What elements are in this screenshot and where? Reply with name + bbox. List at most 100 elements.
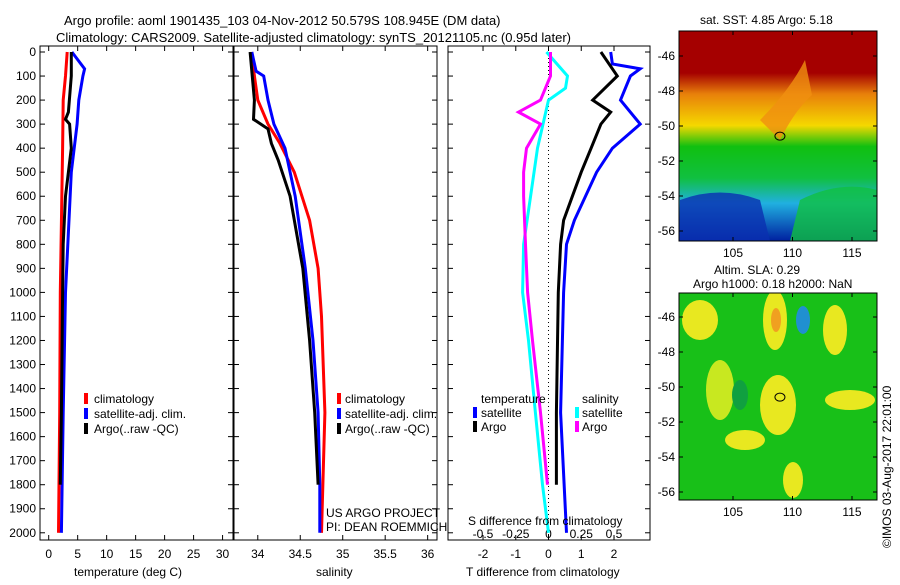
legend-label: satellite	[481, 406, 522, 420]
y-tick-label: 1500	[9, 406, 36, 420]
legend-label: satellite-adj. clim.	[345, 407, 437, 421]
y-tick-label: 1800	[9, 478, 36, 492]
legend-swatch-argo	[337, 423, 341, 434]
legend-swatch-t-argo	[473, 421, 477, 432]
y-tick-label: 300	[16, 117, 36, 131]
title-line-2: Climatology: CARS2009. Satellite-adjuste…	[56, 30, 571, 45]
series-line-argo-raw-qc-	[248, 51, 320, 485]
salinity-panel: 34 34.5 35 35.5 36	[233, 45, 438, 561]
legend-label: climatology	[94, 392, 154, 406]
series-line-argo-raw-qc-	[58, 52, 73, 485]
y-tick-label: 700	[16, 213, 36, 227]
lat-tick-label: -54	[658, 189, 676, 203]
lat-tick-label: -52	[658, 154, 676, 168]
lon-tick-label: 105	[723, 505, 743, 519]
difference-panel: -2 -1 0 1 2 -0.5 -0.25 0 0.25 0.5	[447, 45, 651, 561]
y-tick-label: 500	[16, 165, 36, 179]
sst-warm-filament	[760, 60, 812, 140]
legend-swatch-climatology	[337, 393, 341, 404]
sst-map-frame	[678, 30, 878, 242]
x-tick-label: 20	[158, 547, 172, 561]
legend-title-temperature: temperature	[481, 392, 546, 406]
sst-map	[679, 31, 877, 241]
legend-label: satellite	[582, 406, 623, 420]
legend-label: satellite-adj. clim.	[94, 407, 186, 421]
x-tick-label: 25	[187, 547, 201, 561]
pi-annotation: PI: DEAN ROEMMICH	[326, 520, 447, 534]
lon-tick-label: 115	[842, 505, 861, 519]
lat-tick-label: -54	[658, 450, 676, 464]
s-tick-label: 0.25	[570, 527, 594, 541]
sla-high	[760, 375, 796, 435]
difference-legend: temperature satellite Argo salinity sate…	[473, 392, 623, 434]
series-line-argo	[554, 51, 620, 485]
x-tick-label: 30	[216, 547, 230, 561]
argo-location-marker-sst	[774, 131, 786, 141]
y-tick-label: 1200	[9, 333, 36, 347]
legend-swatch-s-argo	[575, 421, 579, 432]
sla-map-subtitle: Argo h1000: 0.18 h2000: NaN	[693, 277, 852, 291]
legend-swatch-argo	[84, 423, 88, 434]
salinity-axis-label: salinity	[316, 565, 353, 579]
sla-low	[732, 380, 748, 410]
y-tick-label: 1900	[9, 502, 36, 516]
y-tick-label: 2000	[9, 526, 36, 540]
x-tick-label: 10	[100, 547, 114, 561]
lat-tick-label: -48	[658, 345, 676, 359]
y-tick-label: 100	[16, 69, 36, 83]
sst-green-patch	[790, 186, 877, 241]
temperature-legend: climatology satellite-adj. clim. Argo(..…	[84, 392, 186, 436]
x-tick-label: 2	[611, 547, 618, 561]
lon-tick-label: 105	[723, 246, 743, 260]
sla-high	[725, 430, 765, 450]
y-tick-label: 1000	[9, 285, 36, 299]
y-tick-label: 400	[16, 141, 36, 155]
x-tick-label: 0	[45, 547, 52, 561]
lon-tick-label: 115	[842, 246, 861, 260]
y-tick-label: 1600	[9, 430, 36, 444]
lat-tick-label: -48	[658, 84, 676, 98]
sla-high	[771, 308, 781, 332]
legend-swatch-satellite	[337, 408, 341, 419]
map-ticks: 105 110 115 -46 -48 -50 -52 -54 -56 105 110 115 -46 -…	[658, 31, 877, 519]
x-tick-label: 36	[421, 547, 435, 561]
sla-map-title: Altim. SLA: 0.29	[714, 263, 800, 277]
x-tick-label: 34.5	[289, 547, 313, 561]
legend-swatch-satellite	[84, 408, 88, 419]
lat-tick-label: -50	[658, 119, 676, 133]
x-tick-label: 35	[336, 547, 350, 561]
salinity-legend: climatology satellite-adj. clim. Argo(..…	[337, 392, 437, 436]
y-tick-label: 800	[16, 237, 36, 251]
lon-tick-label: 110	[783, 246, 802, 260]
legend-label: Argo	[481, 420, 507, 434]
lat-tick-label: -50	[658, 380, 676, 394]
x-tick-label: 0	[545, 547, 552, 561]
plot-frame	[233, 45, 438, 541]
sla-high	[823, 305, 847, 355]
title-line-1: Argo profile: aoml 1901435_103 04-Nov-20…	[64, 13, 501, 28]
legend-label: climatology	[345, 392, 405, 406]
x-tick-label: -1	[510, 547, 521, 561]
x-tick-label: 34	[251, 547, 265, 561]
sla-high	[706, 360, 734, 420]
y-tick-label: 1300	[9, 358, 36, 372]
lat-tick-label: -56	[658, 224, 676, 238]
series-line-satellite	[559, 51, 644, 533]
sla-high	[682, 300, 718, 340]
x-tick-label: 5	[74, 547, 81, 561]
lat-tick-label: -52	[658, 415, 676, 429]
lat-tick-label: -46	[658, 49, 676, 63]
lon-tick-label: 110	[783, 505, 802, 519]
sla-high	[825, 390, 875, 410]
plot-frame	[447, 45, 651, 541]
y-tick-label: 1100	[10, 309, 36, 323]
project-annotation: US ARGO PROJECT	[326, 506, 441, 520]
lat-tick-label: -46	[658, 310, 676, 324]
s-diff-axis-label: S difference from climatology	[468, 514, 623, 528]
s-tick-label: -0.5	[473, 527, 494, 541]
legend-label: Argo(..raw -QC)	[94, 422, 179, 436]
temperature-axis-label: temperature (deg C)	[74, 565, 182, 579]
legend-swatch-s-satellite	[575, 407, 579, 418]
sla-high	[783, 462, 803, 498]
